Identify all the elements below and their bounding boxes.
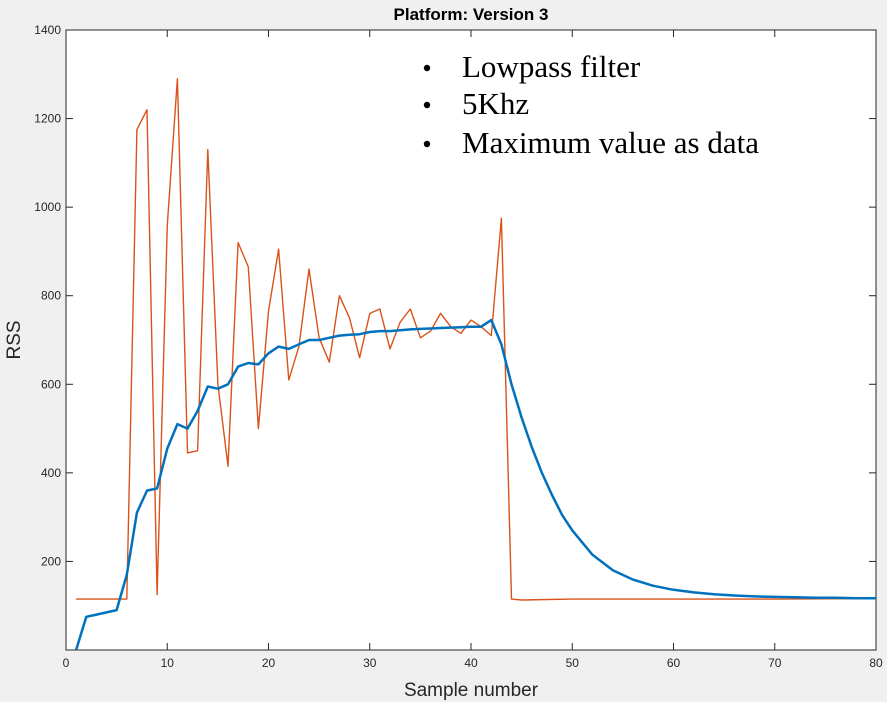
- series-line-smoothed: [74, 318, 876, 651]
- annotation-text: 5Khz: [462, 86, 529, 121]
- y-tick-label: 600: [41, 377, 61, 391]
- plot-area: [65, 29, 877, 651]
- x-tick-label: 60: [667, 656, 681, 670]
- bullet-marker: [423, 101, 431, 109]
- y-tick-label: 200: [41, 554, 61, 568]
- y-tick-label: 400: [41, 466, 61, 480]
- annotation-text: Maximum value as data: [462, 125, 759, 160]
- ticks-layer: 0 10 20 30 40 50 60 70 80 200 400 600 800 1000 1200 140…: [34, 23, 883, 670]
- x-axis-label: Sample number: [404, 680, 539, 701]
- x-tick-label: 40: [464, 656, 478, 670]
- x-tick-label: 30: [363, 656, 377, 670]
- y-tick-label: 800: [41, 289, 61, 303]
- annotation-text: Lowpass filter: [462, 49, 641, 84]
- chart-title: Platform: Version 3: [394, 5, 549, 24]
- x-tick-label: 70: [768, 656, 782, 670]
- x-tick-label: 80: [869, 656, 883, 670]
- series-layer: [74, 77, 877, 651]
- y-tick-label: 1400: [34, 23, 61, 37]
- x-tick-label: 10: [161, 656, 175, 670]
- x-tick-label: 0: [63, 656, 70, 670]
- bullet-marker: [423, 64, 431, 72]
- annotation-list: Lowpass filter 5Khz Maximum value as dat…: [423, 49, 759, 160]
- y-tick-label: 1000: [34, 200, 61, 214]
- y-tick-label: 1200: [34, 112, 61, 126]
- x-tick-label: 50: [566, 656, 580, 670]
- y-axis-label: RSS: [4, 320, 25, 359]
- x-tick-label: 20: [262, 656, 276, 670]
- bullet-marker: [423, 140, 431, 148]
